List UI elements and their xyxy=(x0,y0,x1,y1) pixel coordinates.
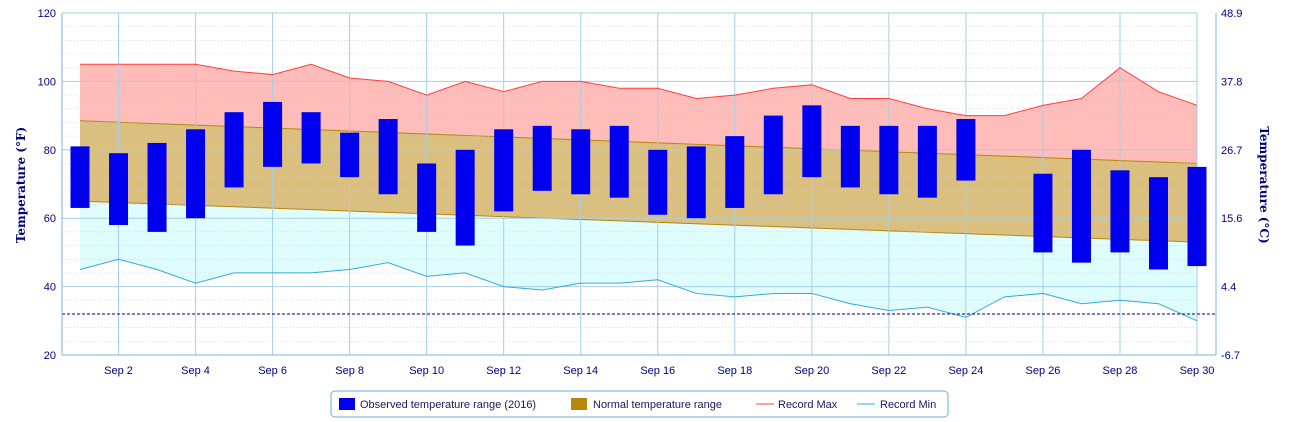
observed-bar xyxy=(147,142,167,232)
x-tick-label: Sep 20 xyxy=(794,365,829,377)
normal-low-line xyxy=(79,200,1198,243)
record-max-line xyxy=(80,63,1198,117)
observed-bar xyxy=(1071,149,1091,263)
observed-bar xyxy=(879,125,899,195)
y-tick-label-right: 48.9 xyxy=(1221,8,1242,20)
legend-box xyxy=(330,390,949,418)
legend-label-record-min: Record Min xyxy=(880,399,936,411)
y-axis-right-title: Temperature (°C) xyxy=(1257,126,1271,243)
y-tick-label-left: 120 xyxy=(38,8,56,20)
x-tick-label: Sep 30 xyxy=(1180,365,1215,377)
legend: Observed temperature range (2016) Normal… xyxy=(330,390,949,418)
observed-bar xyxy=(186,129,206,219)
x-tick-label: Sep 22 xyxy=(871,365,906,377)
x-tick-label: Sep 26 xyxy=(1025,365,1060,377)
observed-bar xyxy=(725,136,745,208)
observed-bar xyxy=(1033,173,1053,253)
legend-label-record-max: Record Max xyxy=(778,399,838,411)
axes: 20 40 60 80 100 120 -6.7 4.4 15.6 26.7 37.8 48.9 Sep… xyxy=(38,8,1243,377)
x-tick-label: Sep 2 xyxy=(104,365,133,377)
x-tick-label: Sep 6 xyxy=(258,365,287,377)
observed-bar xyxy=(917,125,937,198)
observed-bar xyxy=(763,115,783,195)
y-tick-label-left: 60 xyxy=(44,213,56,225)
y-axis-left-title: Temperature (°F) xyxy=(14,127,28,243)
x-tick-label: Sep 28 xyxy=(1103,365,1138,377)
observed-bar xyxy=(956,119,976,181)
y-tick-label-right: 37.8 xyxy=(1221,76,1242,88)
observed-bar xyxy=(455,149,475,246)
y-tick-label-right: 26.7 xyxy=(1221,145,1242,157)
legend-swatch-observed xyxy=(339,398,355,410)
observed-bar xyxy=(263,101,283,167)
observed-bar xyxy=(378,119,398,195)
gridlines xyxy=(62,12,1198,356)
observed-bar xyxy=(1110,170,1130,253)
observed-bar xyxy=(840,125,860,188)
observed-bar xyxy=(1148,177,1168,270)
x-tick-label: Sep 14 xyxy=(563,365,598,377)
record-min-area xyxy=(80,201,1197,321)
record-range-areas xyxy=(80,64,1197,321)
x-tick-label: Sep 24 xyxy=(948,365,983,377)
observed-bar xyxy=(109,153,129,226)
y-tick-label-right: -6.7 xyxy=(1221,350,1240,362)
observed-bar xyxy=(571,129,591,195)
observed-bar xyxy=(340,132,360,178)
legend-swatch-normal xyxy=(571,398,587,410)
observed-bar xyxy=(70,146,90,208)
record-min-line xyxy=(79,258,1198,322)
observed-bar xyxy=(224,112,244,188)
observed-bars xyxy=(70,101,1207,270)
legend-label-normal: Normal temperature range xyxy=(593,399,722,411)
y-tick-label-left: 100 xyxy=(38,76,56,88)
observed-bar xyxy=(494,129,514,212)
x-tick-label: Sep 16 xyxy=(640,365,675,377)
y-tick-label-right: 4.4 xyxy=(1221,282,1236,294)
legend-label-observed: Observed temperature range (2016) xyxy=(360,399,536,411)
record-lines xyxy=(62,63,1217,322)
observed-bar xyxy=(1187,166,1207,267)
observed-bar xyxy=(648,149,668,215)
observed-bar xyxy=(532,125,552,191)
y-tick-label-left: 20 xyxy=(44,350,56,362)
x-tick-label: Sep 18 xyxy=(717,365,752,377)
observed-bar xyxy=(802,105,822,178)
observed-bar xyxy=(417,163,437,232)
y-tick-label-left: 80 xyxy=(44,145,56,157)
x-tick-label: Sep 8 xyxy=(335,365,364,377)
observed-bar xyxy=(686,146,706,219)
normal-range-band xyxy=(80,120,1197,243)
observed-bar xyxy=(301,112,321,164)
record-max-area xyxy=(80,64,1197,164)
y-tick-label-left: 40 xyxy=(44,282,56,294)
x-tick-label: Sep 4 xyxy=(181,365,210,377)
x-tick-label: Sep 10 xyxy=(409,365,444,377)
x-tick-label: Sep 12 xyxy=(486,365,521,377)
y-tick-label-right: 15.6 xyxy=(1221,213,1242,225)
observed-bar xyxy=(609,125,629,198)
